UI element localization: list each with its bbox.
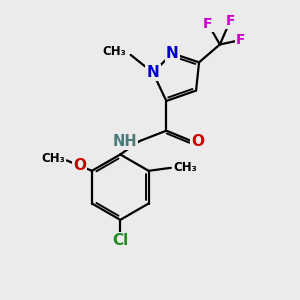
Text: O: O [192, 134, 205, 148]
Text: F: F [226, 14, 235, 28]
Text: N: N [166, 46, 179, 61]
Text: CH₃: CH₃ [41, 152, 65, 165]
Text: O: O [73, 158, 86, 173]
Text: CH₃: CH₃ [174, 161, 198, 174]
Text: CH₃: CH₃ [103, 45, 126, 58]
Text: NH: NH [112, 134, 137, 148]
Text: F: F [236, 33, 245, 47]
Text: Cl: Cl [112, 233, 128, 248]
Text: N: N [147, 65, 159, 80]
Text: F: F [203, 17, 213, 31]
